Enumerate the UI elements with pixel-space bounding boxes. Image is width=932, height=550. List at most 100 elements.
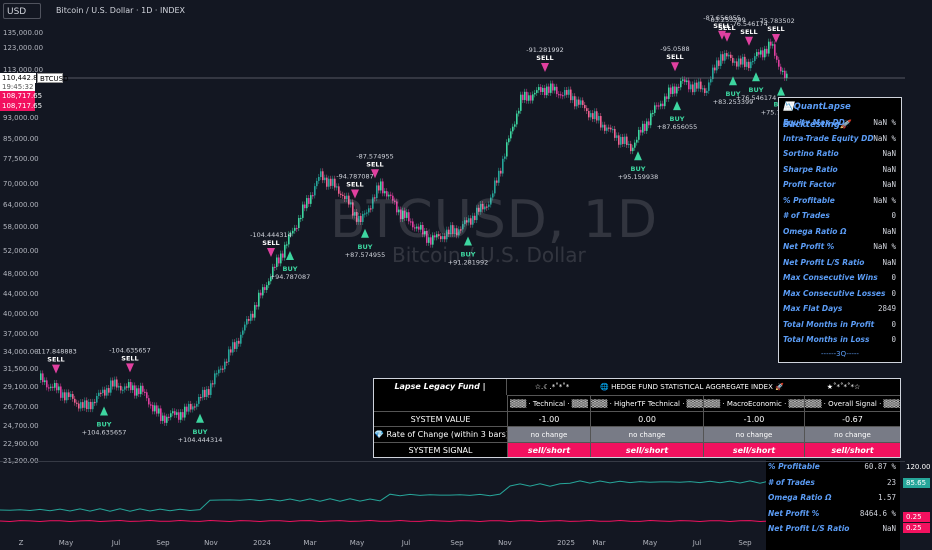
candle [392, 195, 394, 201]
candle [368, 208, 370, 213]
candle [538, 87, 540, 91]
candle [574, 96, 576, 107]
price-tick: 37,000.00 [3, 330, 39, 338]
candle [748, 61, 750, 69]
price-axis[interactable]: 135,000.00 123,000.00 113,000.00 93,000.00 8… [3, 29, 43, 465]
symbol-search-box[interactable]: USD [3, 3, 41, 19]
backtest-metric-value: NaN [882, 257, 896, 267]
candle [670, 87, 672, 94]
candle [652, 112, 654, 115]
backtest-metric-label: Net Profit % [783, 242, 835, 251]
candle [568, 89, 570, 95]
candle [136, 388, 138, 396]
candle [388, 194, 390, 197]
candle [514, 124, 516, 127]
candle [426, 230, 428, 243]
candle [660, 103, 662, 107]
candle [494, 180, 496, 194]
candle [478, 207, 480, 212]
candle [694, 82, 696, 93]
candle [760, 50, 762, 55]
candle [688, 80, 690, 90]
candle [502, 158, 504, 174]
system-value-cell: -1.00 [703, 411, 804, 426]
backtest-metric-value: NaN [882, 524, 896, 533]
candle [296, 227, 298, 230]
candle [614, 128, 616, 138]
candle [646, 121, 648, 131]
pink-price-label-1: 108,717.65 [0, 91, 43, 101]
backtest-metric-value: NaN % [873, 133, 896, 143]
pane-separator[interactable] [0, 461, 905, 462]
sell-arrow-icon [52, 364, 60, 374]
candle [706, 90, 708, 93]
candle [474, 215, 476, 221]
sell-tag: SELL [366, 160, 383, 168]
sub-axis-tick: 0.25 [906, 524, 922, 532]
backtest-row: Omega Ratio Ω NaN [779, 225, 901, 239]
candle [284, 244, 286, 258]
candle [376, 185, 378, 199]
price-tick: 64,000.00 [3, 201, 39, 209]
signal-value: -91.281992 [526, 46, 564, 54]
candle [180, 412, 182, 420]
candle [746, 61, 748, 67]
buy-arrow-icon [729, 76, 737, 86]
backtest-row: Net Profit L/S Ratio NaN [766, 522, 900, 536]
backtest-row: Omega Ratio Ω 1.57 [766, 491, 900, 505]
buy-arrow-icon [752, 72, 760, 82]
candle [658, 105, 660, 107]
signal-value: -117.848883 [35, 348, 77, 356]
candle [170, 413, 172, 418]
sell-tag: SELL [121, 354, 138, 362]
candle [212, 383, 214, 385]
sub-axis-badge [903, 478, 930, 488]
time-tick: Sep [156, 539, 170, 547]
candle [604, 124, 606, 131]
candle [280, 253, 282, 264]
fund-title: Lapse Legacy Fund | [374, 379, 507, 395]
backtest-metric-label: Omega Ratio Ω [768, 493, 832, 502]
candle [198, 396, 200, 404]
candle [454, 228, 456, 234]
candle [94, 401, 96, 404]
sell-arrow-icon [126, 363, 134, 373]
candle [82, 402, 84, 408]
candle [374, 197, 376, 199]
chart-title: Bitcoin / U.S. Dollar · 1D · INDEX [56, 6, 186, 15]
candle [132, 385, 134, 391]
drawdown-line [0, 519, 901, 523]
candle [602, 124, 604, 128]
roc-cell: no change [703, 426, 804, 442]
candle [714, 67, 716, 71]
candle [448, 229, 450, 235]
candle [302, 204, 304, 218]
candle [326, 177, 328, 187]
candle [400, 209, 402, 220]
candle [146, 392, 148, 399]
backtest-row: Profit Factor NaN [779, 178, 901, 192]
candle [544, 87, 546, 96]
backtest-row: Net Profit % NaN % [779, 240, 901, 254]
backtest-metric-label: % Profitable [768, 462, 820, 471]
system-value-label: SYSTEM VALUE [374, 411, 507, 426]
candle [160, 408, 162, 421]
candle [718, 60, 720, 66]
banner: 🌐 HEDGE FUND STATISTICAL AGGREGATE INDEX… [600, 383, 784, 391]
buy-tag: BUY [283, 265, 298, 273]
candle [566, 90, 568, 95]
buy-tag: BUY [726, 90, 741, 98]
candle [762, 50, 764, 58]
candle [298, 217, 300, 229]
candle [468, 218, 470, 223]
backtest-metric-label: Omega Ratio Ω [783, 226, 847, 236]
candle [356, 212, 358, 222]
candle [430, 237, 432, 245]
signal-value: -104.444314 [250, 231, 292, 239]
candle [252, 313, 254, 318]
candle [484, 206, 486, 210]
candle [270, 276, 272, 282]
roc-label: 💎 Rate of Change (within 3 bars) ☄ [374, 426, 507, 442]
candle [106, 388, 108, 396]
candle [176, 412, 178, 415]
